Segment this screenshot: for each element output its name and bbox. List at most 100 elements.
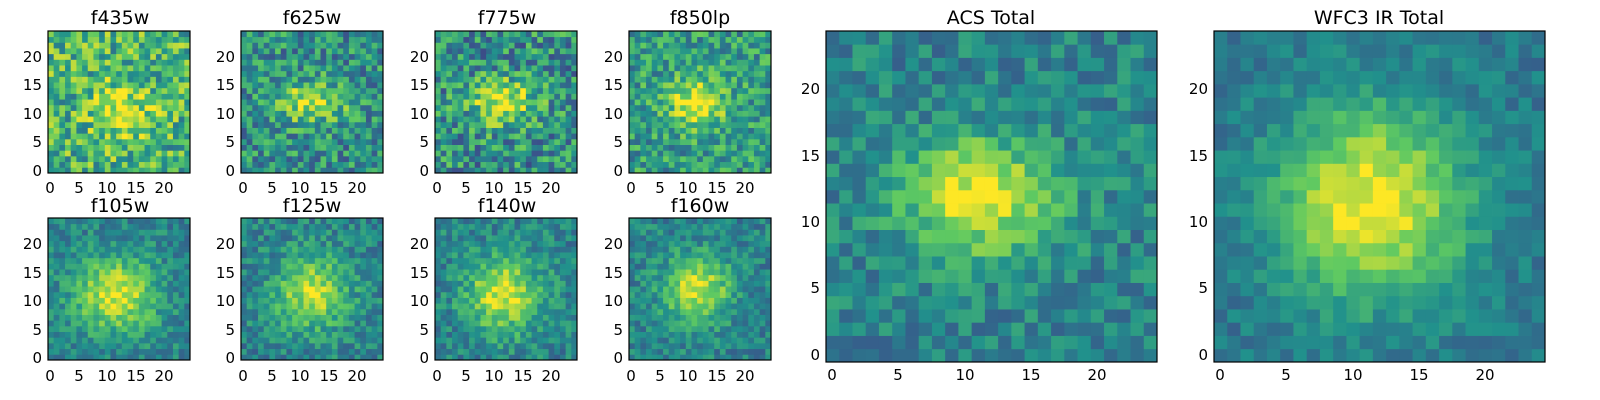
heatmap-cell	[133, 150, 140, 157]
heatmap-cell	[144, 99, 151, 106]
heatmap-cell	[348, 116, 355, 123]
heatmap-cell	[82, 65, 89, 72]
heatmap-cell	[138, 297, 145, 304]
heatmap-cell	[731, 342, 738, 350]
heatmap-cell	[702, 342, 709, 350]
x-tick-label: 20	[347, 179, 366, 197]
heatmap-cell	[634, 246, 641, 253]
heatmap-cell	[463, 59, 470, 66]
heatmap-cell	[685, 325, 692, 332]
heatmap-cell	[646, 87, 653, 94]
heatmap-cell	[668, 257, 675, 264]
heatmap-cell	[76, 354, 83, 361]
heatmap-cell	[646, 342, 653, 350]
heatmap-cell	[258, 218, 265, 225]
heatmap-cell	[241, 65, 248, 72]
heatmap-cell	[542, 144, 549, 151]
heatmap-cell	[446, 155, 453, 163]
heatmap-cell	[657, 31, 664, 38]
heatmap-cell	[87, 235, 94, 242]
heatmap-cell	[331, 218, 338, 225]
heatmap-cell	[263, 331, 270, 338]
heatmap-cell	[343, 274, 350, 281]
heatmap-cell	[371, 320, 378, 327]
heatmap-cell	[331, 138, 338, 145]
x-tick-label: 20	[347, 367, 366, 385]
heatmap-cell	[371, 116, 378, 123]
heatmap-cell	[258, 70, 265, 77]
heatmap-cell	[708, 331, 715, 338]
heatmap-cell	[457, 257, 464, 264]
heatmap-cell	[725, 93, 732, 100]
heatmap-cell	[246, 291, 253, 298]
heatmap-cell	[178, 240, 185, 247]
heatmap-cell	[742, 53, 749, 60]
heatmap-cell	[520, 31, 527, 38]
heatmap-cell	[292, 291, 299, 298]
heatmap-cell	[508, 291, 515, 298]
heatmap-cell	[87, 342, 94, 350]
heatmap-cell	[280, 331, 287, 338]
heatmap-cell	[144, 133, 151, 140]
heatmap-cell	[668, 53, 675, 60]
heatmap-cell	[297, 70, 304, 77]
heatmap-cell	[93, 104, 100, 111]
heatmap-cell	[719, 314, 726, 321]
heatmap-cell	[348, 246, 355, 253]
heatmap-cell	[303, 99, 310, 106]
heatmap-cell	[360, 303, 367, 310]
heatmap-cell	[326, 133, 333, 140]
heatmap-cell	[258, 320, 265, 327]
heatmap-cell	[99, 229, 106, 236]
heatmap-cell	[320, 82, 327, 89]
heatmap-cell	[452, 87, 459, 94]
heatmap-cell	[765, 42, 772, 49]
heatmap-cell	[520, 218, 527, 225]
heatmap-cell	[759, 144, 766, 151]
heatmap-cell	[275, 342, 282, 350]
heatmap-cell	[725, 257, 732, 264]
heatmap-cell	[116, 257, 123, 264]
heatmap-cell	[331, 257, 338, 264]
heatmap-cell	[719, 303, 726, 310]
heatmap-cell	[702, 31, 709, 38]
heatmap-cell	[440, 342, 447, 350]
heatmap-cell	[525, 161, 532, 168]
heatmap-cell	[246, 280, 253, 287]
heatmap-cell	[269, 320, 276, 327]
heatmap-cell	[753, 93, 761, 100]
heatmap-cell	[82, 257, 89, 264]
heatmap-cell	[736, 65, 743, 72]
heatmap-cell	[297, 354, 304, 361]
heatmap-cell	[691, 104, 698, 111]
heatmap-cell	[155, 99, 162, 106]
heatmap-cell	[463, 274, 470, 281]
heatmap-cell	[280, 76, 287, 83]
heatmap-cell	[184, 308, 191, 315]
heatmap-cell	[280, 240, 287, 247]
heatmap-cell	[514, 150, 521, 157]
heatmap-cell	[70, 76, 77, 83]
heatmap-cell	[138, 229, 145, 236]
heatmap-cell	[343, 308, 350, 315]
heatmap-cell	[365, 93, 373, 100]
heatmap-cell	[184, 42, 191, 49]
heatmap-cell	[446, 297, 453, 304]
heatmap-cell	[144, 31, 151, 38]
heatmap-cell	[508, 99, 515, 106]
heatmap-cell	[292, 76, 299, 83]
heatmap-cell	[520, 229, 527, 236]
heatmap-cell	[736, 246, 743, 253]
heatmap-cell	[331, 31, 338, 38]
heatmap-cell	[474, 133, 481, 140]
heatmap-cell	[59, 218, 66, 225]
heatmap-cell	[116, 229, 123, 236]
heatmap-cell	[326, 59, 333, 66]
heatmap-cell	[469, 240, 476, 247]
heatmap-cell	[748, 76, 755, 83]
heatmap-cell	[138, 223, 145, 230]
heatmap-cell	[348, 42, 355, 49]
heatmap-cell	[531, 36, 538, 43]
heatmap-cell	[65, 31, 72, 38]
heatmap-cells	[48, 218, 191, 361]
